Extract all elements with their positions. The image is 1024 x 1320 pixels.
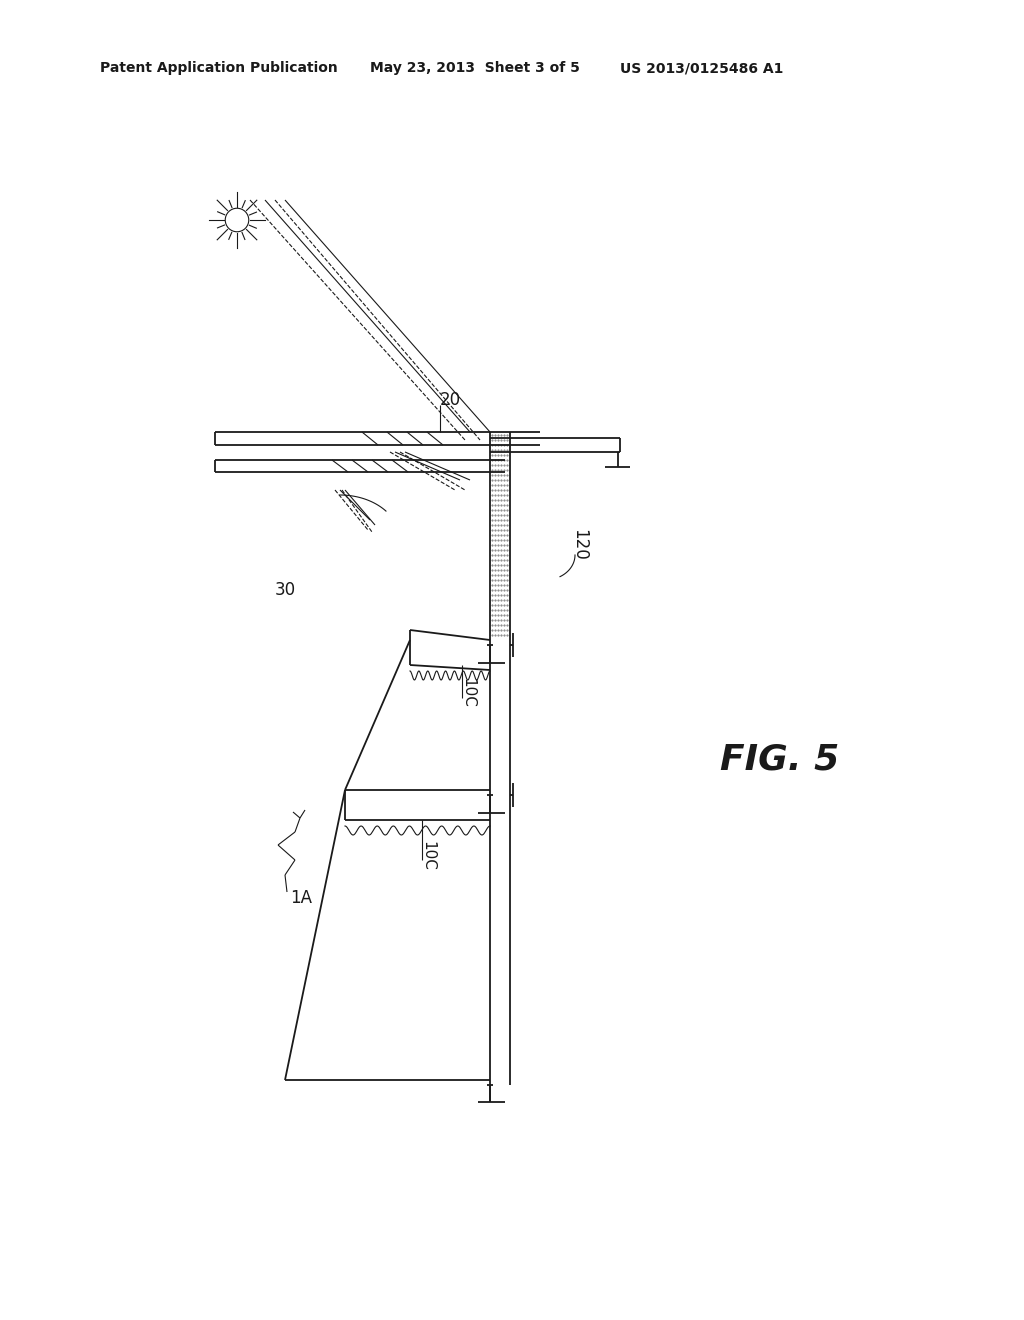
Text: 20: 20: [440, 391, 461, 409]
Text: Patent Application Publication: Patent Application Publication: [100, 61, 338, 75]
Text: 1A: 1A: [290, 888, 312, 907]
Text: 30: 30: [275, 581, 296, 599]
Text: US 2013/0125486 A1: US 2013/0125486 A1: [620, 61, 783, 75]
Text: 10C: 10C: [460, 678, 475, 708]
Text: 10C: 10C: [420, 841, 435, 871]
Text: FIG. 5: FIG. 5: [720, 743, 840, 777]
Text: 120: 120: [570, 529, 588, 561]
Text: May 23, 2013  Sheet 3 of 5: May 23, 2013 Sheet 3 of 5: [370, 61, 580, 75]
